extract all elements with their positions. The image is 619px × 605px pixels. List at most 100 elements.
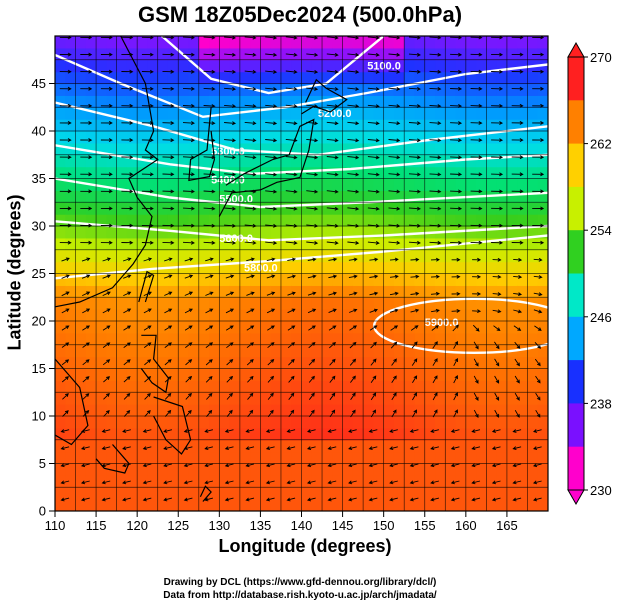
field-cell	[383, 356, 395, 370]
field-cell	[517, 392, 529, 405]
field-cell	[465, 487, 477, 500]
field-cell	[260, 142, 272, 156]
wind-arrow	[350, 375, 356, 383]
field-cell	[126, 416, 138, 429]
field-cell	[239, 487, 251, 500]
field-cell	[486, 71, 498, 85]
wind-arrow	[59, 223, 72, 228]
field-cell	[465, 226, 477, 239]
field-cell	[270, 226, 282, 239]
wind-arrow	[184, 308, 193, 314]
field-cell	[322, 285, 333, 298]
field-cell	[424, 261, 436, 275]
field-cell	[445, 297, 457, 310]
wind-arrow	[367, 138, 380, 143]
field-cell	[465, 71, 477, 85]
field-cell	[445, 59, 457, 73]
wind-arrow	[408, 240, 421, 245]
field-cell	[322, 392, 333, 405]
field-cell	[527, 166, 539, 180]
field-cell	[55, 95, 66, 108]
field-cell	[455, 249, 467, 263]
field-cell	[229, 36, 241, 49]
field-cell	[198, 107, 210, 120]
field-cell	[496, 142, 508, 156]
field-cell	[537, 499, 548, 511]
field-cell	[435, 416, 446, 429]
field-cell	[363, 119, 374, 132]
wind-arrow	[244, 155, 257, 160]
field-cell	[178, 36, 190, 49]
field-cell	[517, 249, 529, 263]
field-cell	[209, 463, 220, 476]
field-cell	[65, 463, 77, 476]
field-cell	[239, 202, 251, 215]
wind-arrow	[183, 480, 193, 485]
field-cell	[363, 380, 374, 393]
field-cell	[239, 451, 251, 465]
field-cell	[291, 226, 303, 239]
field-cell	[75, 392, 87, 405]
field-cell	[435, 487, 446, 500]
field-cell	[250, 451, 262, 465]
wind-arrow	[244, 36, 257, 40]
field-cell	[383, 427, 395, 441]
field-cell	[250, 368, 262, 381]
field-cell	[404, 142, 416, 156]
field-cell	[85, 356, 97, 370]
field-cell	[383, 463, 395, 476]
field-cell	[106, 368, 118, 381]
field-cell	[65, 356, 77, 370]
field-cell	[393, 297, 405, 310]
field-cell	[527, 404, 539, 417]
field-cell	[506, 237, 518, 251]
wind-arrow	[182, 138, 195, 143]
field-cell	[352, 261, 364, 275]
wind-arrow	[533, 309, 543, 314]
field-cell	[65, 475, 77, 488]
field-cell	[352, 107, 364, 120]
field-cell	[209, 226, 220, 239]
field-cell	[280, 439, 292, 453]
wind-arrow	[348, 274, 358, 279]
field-cell	[476, 107, 487, 120]
wind-arrow	[329, 375, 336, 383]
wind-arrow	[470, 104, 483, 108]
field-cell	[55, 131, 66, 144]
field-cell	[414, 404, 426, 417]
field-cell	[455, 404, 467, 417]
field-cell	[506, 368, 518, 381]
wind-arrow	[326, 241, 339, 245]
field-cell	[435, 47, 446, 61]
field-cell	[537, 404, 548, 417]
field-cell	[137, 332, 149, 346]
field-cell	[291, 190, 303, 203]
field-cell	[486, 273, 498, 286]
wind-arrow	[182, 104, 195, 108]
field-cell	[414, 154, 426, 168]
field-cell	[106, 142, 118, 156]
wind-arrow	[429, 87, 442, 91]
field-cell	[75, 273, 87, 286]
field-cell	[455, 95, 467, 108]
wind-arrow	[265, 121, 278, 126]
field-cell	[188, 332, 200, 346]
wind-arrow	[121, 69, 134, 74]
field-cell	[486, 154, 498, 168]
field-cell	[250, 107, 262, 120]
field-cell	[229, 59, 241, 73]
field-cell	[435, 261, 446, 275]
field-cell	[496, 392, 508, 405]
wind-arrow	[61, 359, 70, 366]
field-cell	[496, 95, 508, 108]
field-cell	[414, 119, 426, 132]
field-cell	[404, 178, 416, 191]
field-cell	[527, 499, 539, 511]
wind-arrow	[121, 103, 134, 108]
field-cell	[506, 59, 518, 73]
wind-arrow	[512, 480, 522, 485]
field-cell	[311, 439, 323, 453]
field-cell	[352, 119, 364, 132]
wind-arrow	[203, 52, 216, 57]
field-cell	[424, 321, 436, 334]
